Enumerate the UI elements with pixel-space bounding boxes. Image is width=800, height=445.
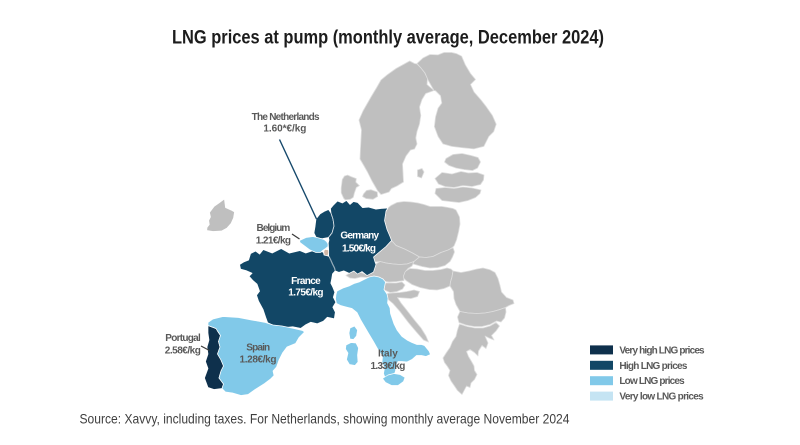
svg-text:France: France [291, 276, 321, 287]
svg-text:Source: Xavvy, including taxes: Source: Xavvy, including taxes. For Neth… [80, 411, 570, 427]
svg-text:Belgium: Belgium [257, 223, 291, 234]
svg-text:The Netherlands: The Netherlands [252, 112, 320, 123]
svg-text:1.60*€/kg: 1.60*€/kg [263, 124, 306, 135]
svg-text:1.21€/kg: 1.21€/kg [256, 236, 291, 247]
svg-text:Italy: Italy [378, 349, 398, 360]
svg-text:High LNG prices: High LNG prices [619, 361, 687, 372]
svg-text:1.50€/kg: 1.50€/kg [342, 244, 376, 255]
svg-text:Portugal: Portugal [165, 333, 201, 344]
svg-text:Germany: Germany [340, 231, 379, 242]
svg-text:Spain: Spain [246, 343, 270, 354]
svg-text:Very low LNG prices: Very low LNG prices [619, 392, 704, 403]
svg-text:Very high LNG prices: Very high LNG prices [619, 345, 705, 356]
svg-text:1.28€/kg: 1.28€/kg [240, 354, 277, 365]
svg-text:LNG prices at pump (monthly av: LNG prices at pump (monthly average, Dec… [172, 28, 604, 49]
svg-text:1.75€/kg: 1.75€/kg [288, 288, 323, 299]
svg-text:Low LNG prices: Low LNG prices [619, 376, 685, 387]
svg-text:2.58€/kg: 2.58€/kg [165, 346, 201, 357]
svg-text:1.33€/kg: 1.33€/kg [371, 361, 406, 372]
